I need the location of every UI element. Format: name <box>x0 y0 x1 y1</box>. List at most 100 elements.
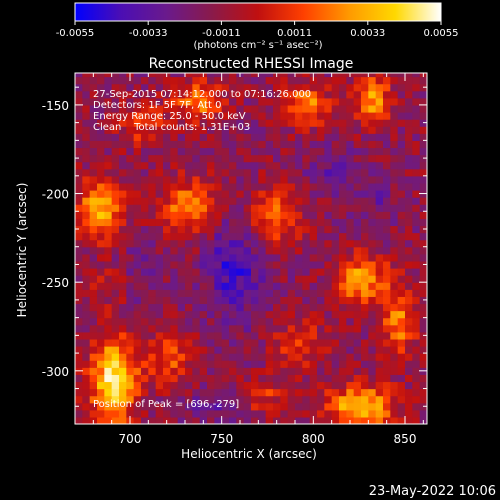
heatmap-cell <box>397 232 406 241</box>
heatmap-cell <box>383 253 391 262</box>
heatmap-cell <box>324 324 333 333</box>
heatmap-cell <box>199 317 208 326</box>
heatmap-cell <box>419 360 427 368</box>
heatmap-cell <box>141 246 149 255</box>
heatmap-cell <box>170 289 179 297</box>
heatmap-cell <box>383 346 391 354</box>
heatmap-cell <box>192 409 201 418</box>
heatmap-cell <box>302 296 311 305</box>
heatmap-cell <box>155 73 164 78</box>
heatmap-cell <box>390 275 399 283</box>
heatmap-cell <box>339 232 347 241</box>
heatmap-cell <box>177 225 186 234</box>
heatmap-cell <box>295 147 303 156</box>
heatmap-cell <box>75 211 83 219</box>
heatmap-cell <box>141 204 149 212</box>
heatmap-cell <box>133 317 142 326</box>
heatmap-cell <box>317 374 325 383</box>
heatmap-cell <box>192 260 201 269</box>
heatmap-cell <box>229 161 237 170</box>
heatmap-cell <box>141 133 149 141</box>
heatmap-cell <box>155 253 164 262</box>
heatmap-cell <box>221 154 230 163</box>
heatmap-cell <box>236 97 245 106</box>
heatmap-cell <box>155 367 164 375</box>
heatmap-cell <box>331 346 340 354</box>
heatmap-cell <box>317 104 325 113</box>
heatmap-cell <box>97 83 105 92</box>
heatmap-cell <box>185 374 193 383</box>
heatmap-cell <box>280 225 289 234</box>
heatmap-cell <box>390 133 399 141</box>
heatmap-cell <box>119 133 127 141</box>
heatmap-cell <box>390 90 399 99</box>
heatmap-cell <box>353 296 362 305</box>
heatmap-cell <box>207 140 215 149</box>
heatmap-cell <box>170 90 179 99</box>
heatmap-cell <box>361 83 369 92</box>
heatmap-cell <box>331 338 340 347</box>
heatmap-cell <box>361 367 369 375</box>
heatmap-cell <box>287 161 296 170</box>
heatmap-cell <box>207 268 215 276</box>
heatmap-cell <box>185 409 193 418</box>
heatmap-cell <box>397 338 406 347</box>
heatmap-cell <box>141 197 149 205</box>
heatmap-cell <box>309 296 318 305</box>
heatmap-cell <box>405 197 413 205</box>
heatmap-cell <box>397 346 406 354</box>
heatmap-cell <box>119 211 127 219</box>
heatmap-cell <box>199 190 208 198</box>
heatmap-cell <box>141 353 149 361</box>
heatmap-cell <box>155 211 164 219</box>
heatmap-cell <box>97 353 105 361</box>
heatmap-cell <box>317 225 325 234</box>
heatmap-cell <box>229 282 237 290</box>
heatmap-cell <box>177 197 186 205</box>
heatmap-cell <box>339 275 347 283</box>
heatmap-cell <box>383 175 391 184</box>
heatmap-cell <box>199 97 208 106</box>
heatmap-cell <box>251 154 259 163</box>
heatmap-cell <box>265 338 274 347</box>
heatmap-cell <box>383 126 391 134</box>
heatmap-cell <box>163 90 171 99</box>
info-annotations: 27-Sep-2015 07:14:12.000 to 07:16:26.000… <box>93 89 311 410</box>
heatmap-cell <box>104 161 113 170</box>
heatmap-cell <box>383 324 391 333</box>
heatmap-cell <box>339 147 347 156</box>
heatmap-cell <box>185 119 193 127</box>
heatmap-cell <box>273 381 281 390</box>
heatmap-cell <box>287 395 296 404</box>
heatmap-cell <box>331 90 340 99</box>
heatmap-cell <box>185 161 193 170</box>
heatmap-cell <box>111 133 120 141</box>
heatmap-cell <box>199 126 208 134</box>
heatmap-cell <box>243 416 252 424</box>
heatmap-cell <box>236 310 245 319</box>
heatmap-cell <box>383 353 391 361</box>
heatmap-cell <box>229 175 237 184</box>
heatmap-cell <box>199 197 208 205</box>
heatmap-cell <box>229 211 237 219</box>
heatmap-cell <box>214 83 223 92</box>
heatmap-cell <box>97 296 105 305</box>
heatmap-cell <box>412 416 421 424</box>
heatmap-cell <box>97 90 105 99</box>
heatmap-cell <box>383 360 391 368</box>
heatmap-cell <box>339 112 347 120</box>
heatmap-cell <box>89 97 98 106</box>
heatmap-cell <box>353 310 362 319</box>
heatmap-cell <box>229 83 237 92</box>
heatmap-cell <box>258 338 267 347</box>
heatmap-cell <box>148 395 157 404</box>
heatmap-cell <box>419 409 427 418</box>
heatmap-cell <box>346 346 355 354</box>
heatmap-cell <box>390 161 399 170</box>
heatmap-cell <box>309 381 318 390</box>
heatmap-cell <box>324 175 333 184</box>
heatmap-cell <box>185 204 193 212</box>
heatmap-cell <box>221 126 230 134</box>
heatmap-cell <box>82 119 91 127</box>
heatmap-cell <box>309 388 318 397</box>
